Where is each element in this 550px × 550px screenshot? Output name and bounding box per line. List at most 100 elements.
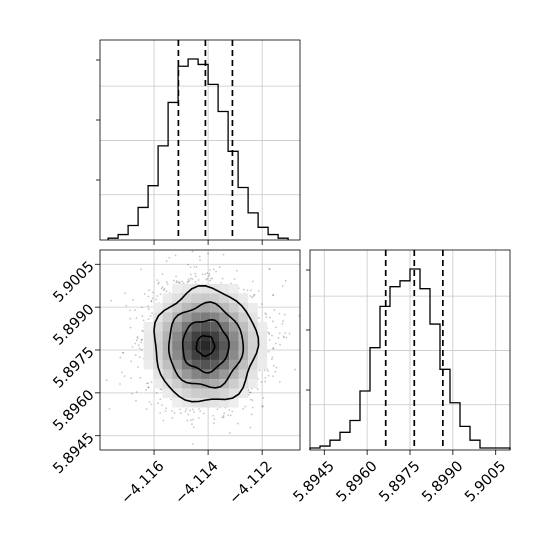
density-cell (181, 359, 192, 370)
scatter-point (129, 309, 131, 312)
density-cell (229, 331, 239, 341)
scatter-point (105, 379, 108, 382)
scatter-point (121, 371, 123, 374)
density-cell (153, 340, 163, 351)
scatter-point (278, 312, 281, 315)
scatter-point (264, 376, 267, 379)
density-cell (172, 302, 182, 313)
scatter-point (272, 375, 274, 378)
scatter-point (178, 282, 181, 285)
scatter-point (273, 309, 276, 311)
scatter-point (233, 278, 236, 281)
scatter-point (275, 326, 277, 329)
scatter-point (282, 320, 284, 322)
contour-line (195, 335, 216, 357)
density-cell (210, 388, 220, 398)
scatter-point (172, 279, 175, 282)
density-cell (200, 293, 211, 303)
scatter-point (148, 289, 150, 292)
scatter-point (149, 315, 152, 317)
scatter-point (249, 289, 252, 292)
scatter-point (230, 282, 232, 285)
scatter-point (235, 269, 238, 272)
scatter-point (192, 426, 195, 429)
scatter-point (198, 408, 200, 410)
scatter-point (249, 295, 252, 297)
scatter-point (205, 278, 208, 281)
density-cell (200, 340, 211, 351)
scatter-point (278, 380, 281, 383)
scatter-point (187, 278, 190, 281)
scatter-point (277, 337, 280, 339)
density-cell (248, 331, 258, 341)
scatter-point (265, 316, 268, 319)
density-cell (162, 369, 173, 379)
scatter-point (125, 304, 128, 307)
density-cell (191, 331, 201, 341)
density-cell (219, 283, 230, 294)
scatter-point (189, 266, 192, 269)
density-cell (200, 359, 211, 370)
scatter-point (195, 266, 198, 268)
scatter-point (228, 409, 231, 411)
scatter-point (229, 414, 232, 417)
density-cell (229, 321, 239, 332)
scatter-point (130, 377, 133, 380)
scatter-point (159, 388, 162, 391)
scatter-point (166, 283, 169, 286)
scatter-point (294, 368, 296, 371)
scatter-point (189, 409, 192, 412)
scatter-point (156, 279, 159, 282)
scatter-point (165, 290, 168, 293)
density-cell (172, 388, 182, 398)
scatter-point (261, 405, 264, 408)
density-cell (181, 302, 192, 313)
scatter-point (148, 401, 151, 403)
scatter-point (244, 405, 247, 408)
scatter-point (191, 278, 194, 280)
density-cell (238, 321, 249, 332)
scatter-point (288, 332, 291, 335)
scatter-point (141, 306, 143, 309)
scatter-point (108, 407, 111, 410)
scatter-point (147, 386, 150, 389)
scatter-point (251, 406, 254, 409)
density-cell (172, 283, 182, 294)
scatter-point (140, 348, 143, 351)
scatter-point (252, 295, 255, 298)
scatter-point (242, 288, 245, 291)
scatter-point (271, 334, 273, 337)
density-cell (172, 397, 182, 408)
scatter-point (187, 263, 189, 266)
scatter-point (284, 332, 287, 334)
density-cell (210, 359, 220, 370)
scatter-point (257, 290, 260, 292)
scatter-point (138, 356, 141, 359)
density-cell (210, 312, 220, 322)
scatter-point (110, 299, 113, 302)
density-cell (162, 321, 173, 332)
scatter-point (220, 281, 223, 284)
scatter-point (281, 285, 284, 287)
scatter-point (179, 408, 181, 411)
scatter-point (218, 266, 221, 269)
tick-marks (96, 59, 263, 245)
scatter-point (191, 408, 194, 411)
scatter-point (192, 443, 194, 445)
scatter-point (251, 296, 253, 299)
scatter-point (130, 360, 133, 363)
scatter-point (192, 418, 194, 421)
contour-line (153, 285, 260, 403)
scatter-point (145, 408, 148, 410)
scatter-point (175, 280, 178, 282)
scatter-point (188, 279, 191, 282)
density-cells (143, 283, 268, 408)
scatter-point (231, 410, 234, 413)
scatter-point (282, 335, 285, 338)
scatter-point (147, 382, 150, 385)
scatter-point (265, 313, 268, 316)
density-cell (219, 388, 230, 398)
scatter-point (274, 370, 277, 373)
density-cell (229, 369, 239, 379)
density-cell (219, 312, 230, 322)
